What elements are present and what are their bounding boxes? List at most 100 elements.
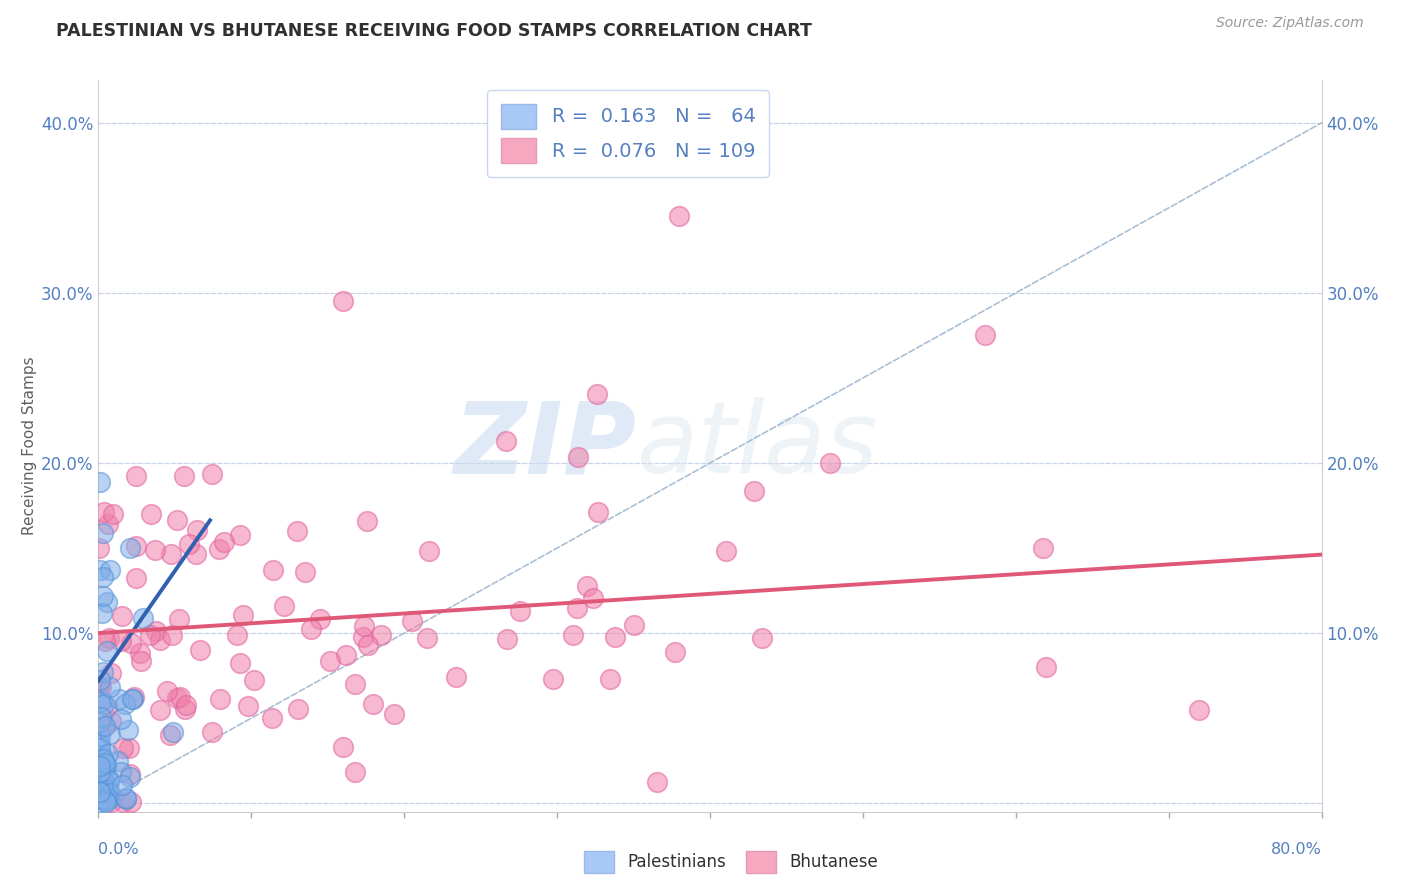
Point xyxy=(97,631,120,645)
Point xyxy=(91,694,114,708)
Point xyxy=(174,698,197,712)
Point xyxy=(96,783,118,797)
Point xyxy=(110,765,132,780)
Point xyxy=(343,764,366,779)
Text: 80.0%: 80.0% xyxy=(1271,842,1322,857)
Point xyxy=(89,795,111,809)
Point xyxy=(332,294,354,309)
Point xyxy=(143,543,166,558)
Point xyxy=(108,692,131,706)
Point xyxy=(91,606,114,620)
Point xyxy=(89,788,111,802)
Point xyxy=(94,793,117,807)
Point xyxy=(605,631,627,645)
Point xyxy=(111,795,134,809)
Point xyxy=(100,714,122,729)
Point xyxy=(132,610,155,624)
Point xyxy=(647,774,669,789)
Point xyxy=(343,677,366,691)
Point xyxy=(138,628,160,642)
Point xyxy=(125,468,148,483)
Point xyxy=(89,709,111,723)
Point xyxy=(89,679,111,693)
Point xyxy=(262,563,284,577)
Point xyxy=(128,647,150,661)
Point xyxy=(124,571,146,585)
Point xyxy=(495,434,517,449)
Point xyxy=(89,785,111,799)
Point xyxy=(159,729,181,743)
Point xyxy=(356,514,378,528)
Point xyxy=(285,524,308,539)
Point xyxy=(1035,660,1057,674)
Point xyxy=(111,609,134,624)
Point xyxy=(89,765,111,780)
Point xyxy=(114,698,136,712)
Point xyxy=(89,714,111,729)
Point xyxy=(98,772,121,787)
Text: ZIP: ZIP xyxy=(454,398,637,494)
Point xyxy=(89,738,111,752)
Point xyxy=(97,779,120,793)
Point xyxy=(335,648,357,662)
Point xyxy=(94,775,117,789)
Point xyxy=(188,642,211,657)
Point xyxy=(121,691,143,706)
Point xyxy=(416,631,439,645)
Point xyxy=(111,779,134,793)
Point xyxy=(162,628,184,642)
Point xyxy=(273,599,295,614)
Point xyxy=(91,526,114,541)
Point xyxy=(94,633,117,648)
Point xyxy=(714,544,737,558)
Point xyxy=(93,766,115,780)
Point xyxy=(120,767,142,781)
Point xyxy=(174,702,197,716)
Point xyxy=(664,645,686,659)
Text: 0.0%: 0.0% xyxy=(98,842,139,857)
Point xyxy=(309,612,332,626)
Point xyxy=(496,632,519,646)
Point xyxy=(167,612,190,626)
Point xyxy=(541,673,564,687)
Point xyxy=(90,784,112,798)
Point xyxy=(122,690,145,704)
Legend: Palestinians, Bhutanese: Palestinians, Bhutanese xyxy=(578,845,884,880)
Point xyxy=(89,759,111,773)
Point xyxy=(1032,541,1054,555)
Point xyxy=(585,387,607,401)
Point xyxy=(361,697,384,711)
Point xyxy=(98,680,121,694)
Point xyxy=(370,628,392,642)
Point xyxy=(623,617,645,632)
Point xyxy=(118,541,141,555)
Point xyxy=(98,787,121,801)
Point xyxy=(208,541,231,556)
Point xyxy=(169,690,191,704)
Point xyxy=(186,523,208,537)
Point xyxy=(225,628,247,642)
Point xyxy=(562,628,585,642)
Point xyxy=(319,654,342,668)
Point xyxy=(401,614,423,628)
Point xyxy=(160,547,183,561)
Point xyxy=(91,752,114,766)
Point xyxy=(166,691,188,706)
Point xyxy=(97,773,120,788)
Point xyxy=(166,513,188,527)
Point xyxy=(97,516,120,531)
Point xyxy=(588,505,610,519)
Point xyxy=(120,636,142,650)
Point xyxy=(93,505,115,519)
Point xyxy=(148,703,170,717)
Point xyxy=(444,670,467,684)
Point xyxy=(156,684,179,698)
Point xyxy=(177,537,200,551)
Point xyxy=(751,631,773,645)
Point xyxy=(93,763,115,777)
Point xyxy=(742,484,765,499)
Text: atlas: atlas xyxy=(637,398,879,494)
Point xyxy=(162,725,184,739)
Text: Source: ZipAtlas.com: Source: ZipAtlas.com xyxy=(1216,16,1364,30)
Point xyxy=(599,673,621,687)
